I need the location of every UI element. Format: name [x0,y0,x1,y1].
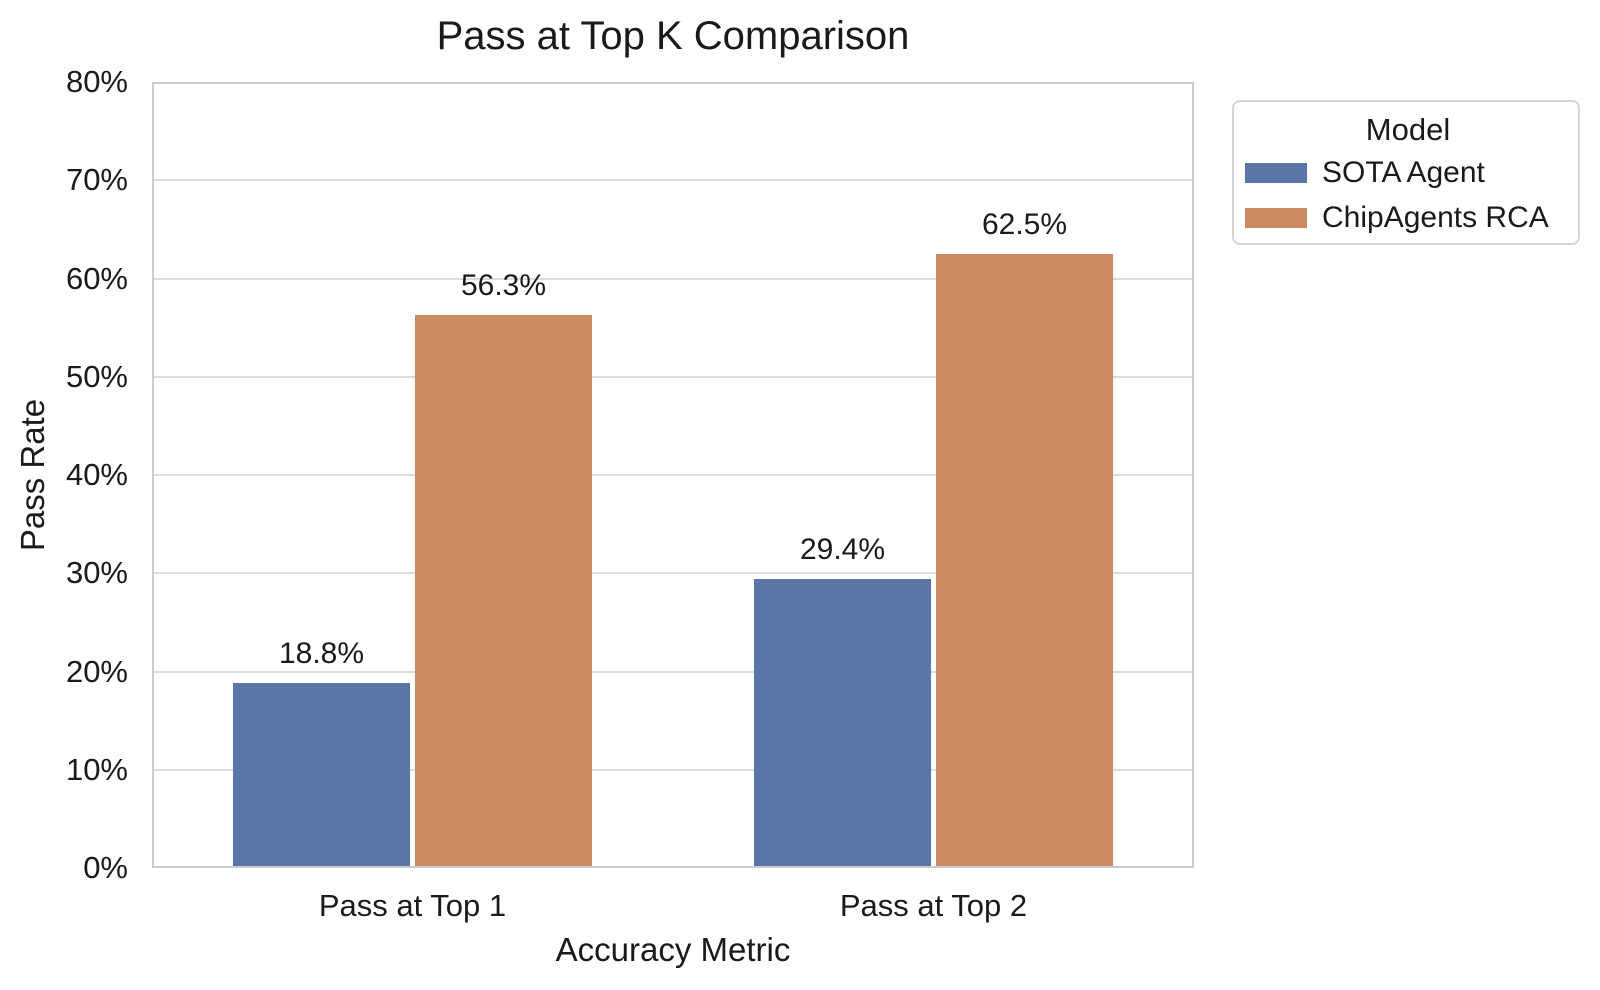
bar-sota-agent-pass-at-top-1 [233,683,410,868]
y-axis-label: Pass Rate [14,398,51,552]
legend-label-chipagents-rca: ChipAgents RCA [1322,200,1549,234]
y-tick-label-70: 70% [65,162,128,198]
gridline-20 [152,670,1194,673]
y-tick-label-20: 20% [65,653,128,689]
legend-title: Model [1365,112,1451,147]
y-tick-label-40: 40% [65,457,128,492]
legend-entries: SOTA Agent ChipAgents RCA [1245,150,1578,240]
legend: Model SOTA Agent ChipAgents RCA [1232,100,1580,245]
y-tick-label-50: 50% [65,358,128,394]
bar-chipagents-rca-pass-at-top-1 [415,314,592,868]
bar-value-label-sota-agent-pass-at-top-1: 18.8% [278,637,365,671]
x-tick-label-pass-at-top-1: Pass at Top 1 [318,888,507,923]
bar-sota-agent-pass-at-top-2 [754,579,931,868]
gridline-10 [152,768,1194,771]
bar-value-label-chipagents-rca-pass-at-top-1: 56.3% [460,268,547,302]
bar-value-label-sota-agent-pass-at-top-2: 29.4% [799,533,886,567]
y-tick-label-80: 80% [65,64,128,99]
gridline-60 [152,277,1194,280]
gridline-40 [152,474,1194,476]
legend-swatch-chipagents-rca [1245,207,1307,228]
x-axis-label: Accuracy Metric [555,931,791,968]
bar-chipagents-rca-pass-at-top-2 [936,253,1113,868]
gridline-30 [152,572,1194,575]
legend-entry-sota-agent: SOTA Agent [1245,150,1578,195]
y-tick-label-60: 60% [65,260,128,296]
legend-entry-chipagents-rca: ChipAgents RCA [1245,195,1578,240]
gridline-70 [152,179,1194,182]
x-tick-label-pass-at-top-2: Pass at Top 2 [839,888,1028,923]
y-tick-label-30: 30% [65,555,128,591]
gridline-50 [152,375,1194,378]
y-tick-label-0: 0% [83,850,128,885]
legend-swatch-sota-agent [1245,162,1307,183]
bar-value-label-chipagents-rca-pass-at-top-2: 62.5% [981,207,1068,241]
chart-title: Pass at Top K Comparison [436,14,910,58]
legend-label-sota-agent: SOTA Agent [1322,155,1485,189]
y-tick-label-10: 10% [65,751,128,787]
